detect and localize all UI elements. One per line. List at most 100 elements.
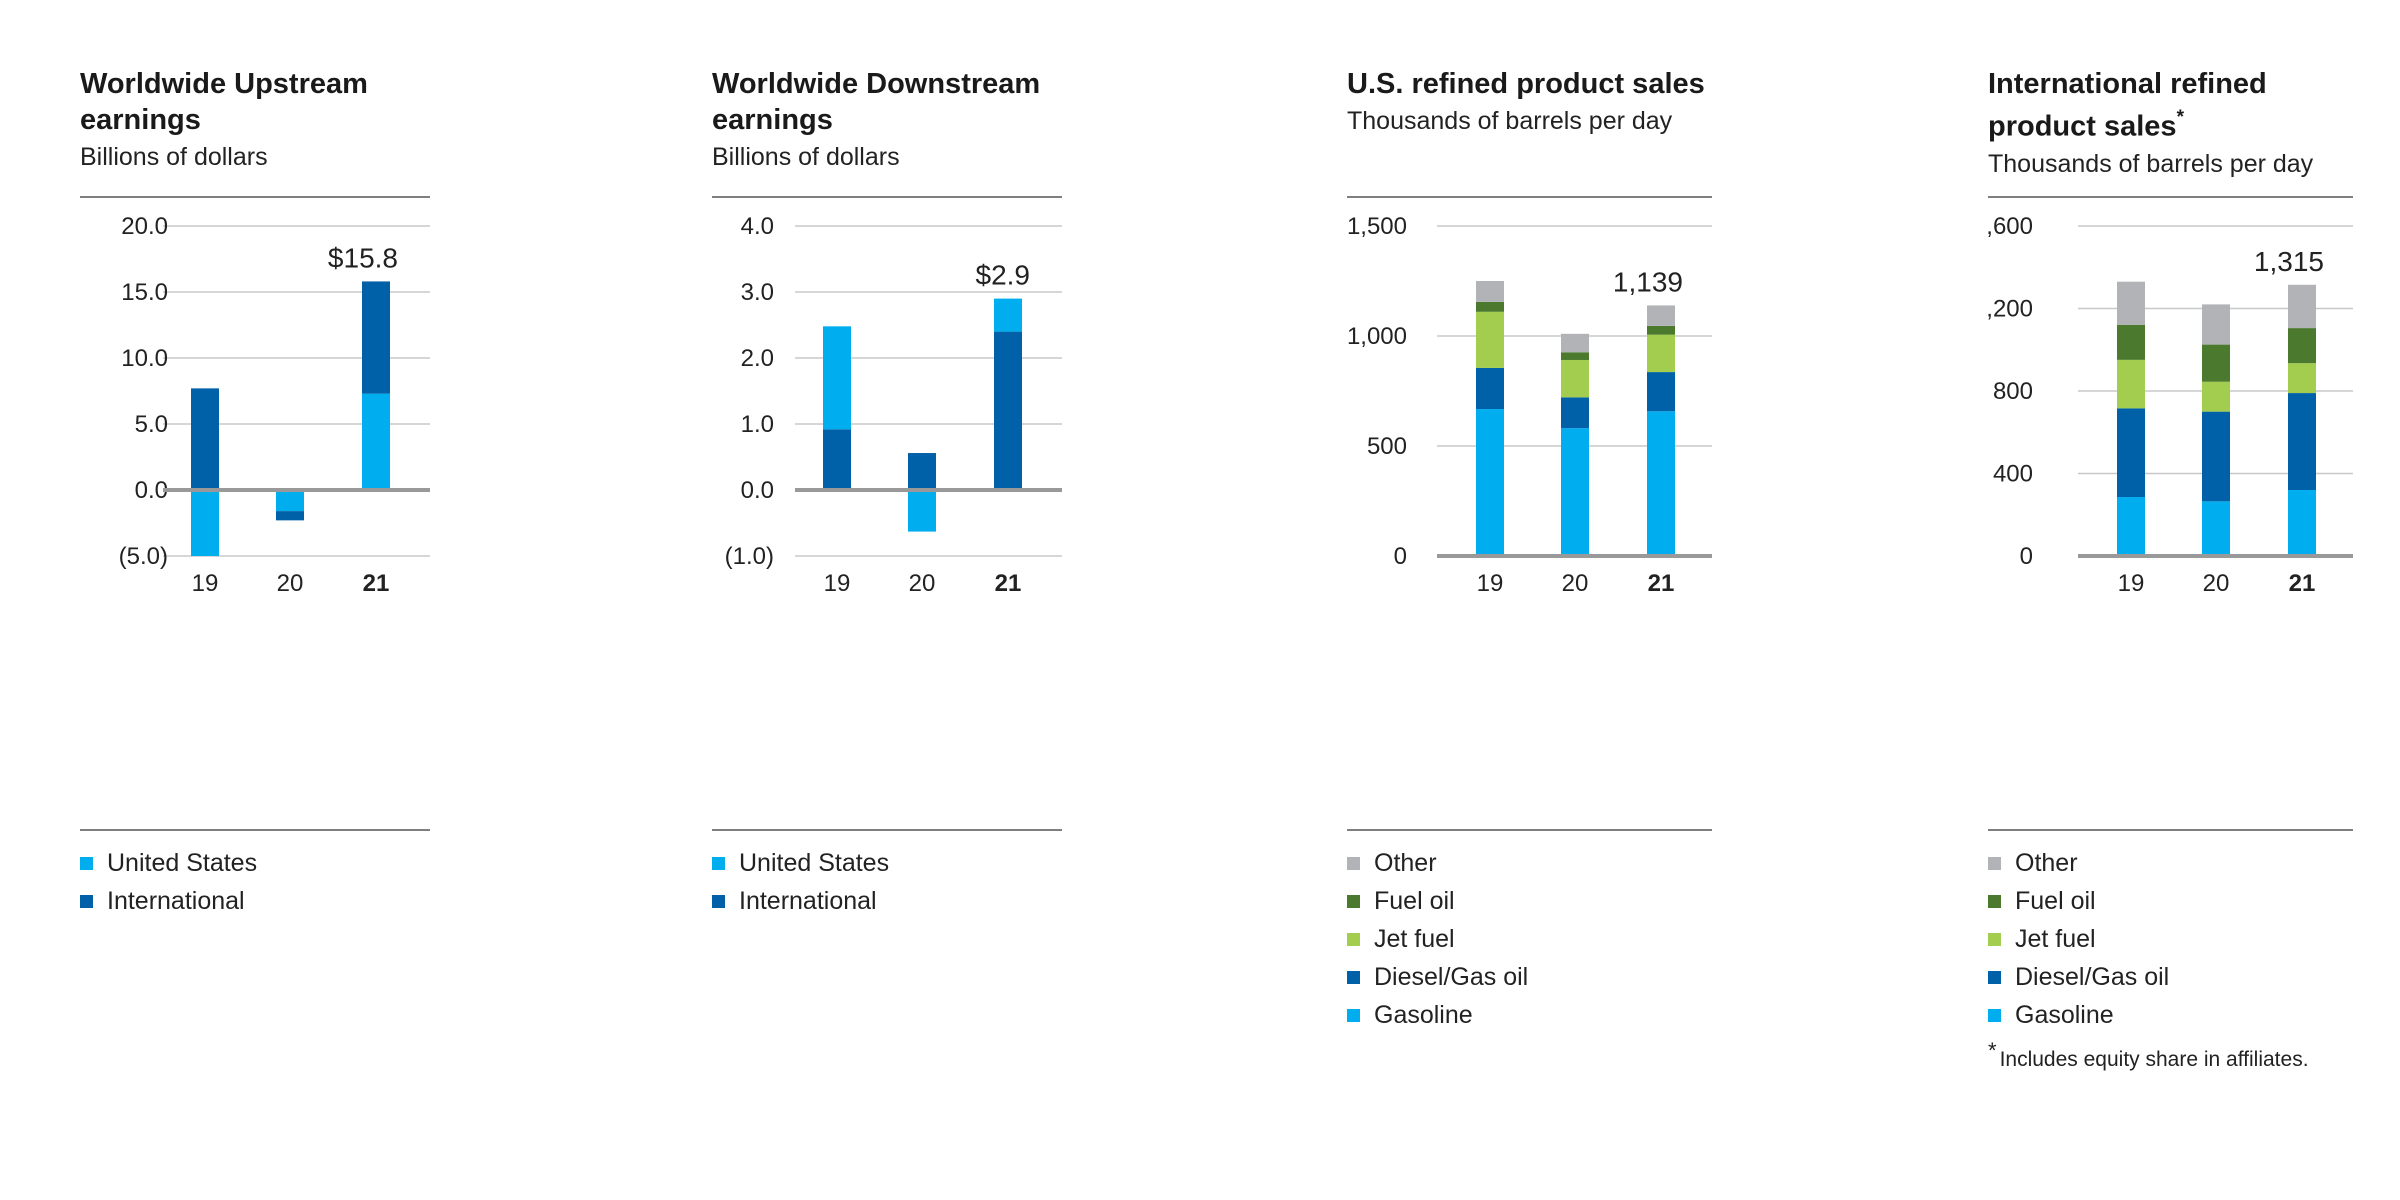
- y-tick-label: 10.0: [121, 345, 168, 372]
- bar-international-20: [908, 453, 936, 490]
- x-tick-label: 21: [1648, 570, 1675, 597]
- y-tick-label: 0.0: [135, 477, 168, 504]
- bar-international-21: [362, 281, 390, 394]
- total-annotation: 1,139: [1613, 266, 1683, 297]
- legend-label: Fuel oil: [2015, 886, 2096, 915]
- x-tick-label: 20: [1562, 570, 1589, 597]
- legend-swatch: [80, 894, 93, 908]
- legend-label: Jet fuel: [1374, 924, 1455, 953]
- chart-title-line1: Worldwide Downstream: [712, 68, 1041, 100]
- legend-item-united-states: United States: [712, 844, 889, 882]
- legend-swatch: [1988, 856, 2001, 870]
- us-refined-sales-panel: U.S. refined product sales Thousands of …: [1347, 66, 1807, 1116]
- legend-item-gasoline: Gasoline: [1347, 996, 1528, 1034]
- y-tick-label: 0: [1394, 543, 1407, 570]
- y-tick-label: 1,600: [1988, 213, 2033, 240]
- footnote: * Includes equity share in affiliates.: [1988, 1038, 2309, 1072]
- bar-gasoline-21: [1647, 411, 1675, 556]
- legend-swatch: [80, 856, 93, 870]
- bar-gasoline-20: [2202, 501, 2230, 556]
- bar-diesel-gas-oil-20: [1561, 397, 1589, 429]
- chart-title-line2: product sales: [1988, 110, 2177, 143]
- bar-fuel-oil-20: [2202, 344, 2230, 382]
- chart-subtitle: Billions of dollars: [712, 143, 900, 171]
- bar-fuel-oil-19: [1476, 301, 1504, 312]
- bar-united-states-19: [191, 490, 219, 556]
- y-tick-label: 1,000: [1347, 323, 1407, 350]
- legend-item-international: International: [712, 882, 889, 920]
- chart-title-line1: International refined: [1988, 68, 2267, 100]
- bar-united-states-19: [823, 326, 851, 430]
- downstream-earnings-chart: (1.0) 0.0 1.0 2.0 3.0 4.0 19 20 21 $2.9: [712, 196, 1062, 831]
- legend-item-jet-fuel: Jet fuel: [1988, 920, 2169, 958]
- legend-swatch: [1347, 1008, 1360, 1022]
- legend-swatch: [1347, 970, 1360, 984]
- bar-fuel-oil-21: [2288, 328, 2316, 364]
- chart-title: Worldwide Downstream earnings: [712, 66, 1172, 138]
- bar-gasoline-19: [2117, 497, 2145, 556]
- bar-jet-fuel-21: [1647, 334, 1675, 373]
- chart-subtitle: Billions of dollars: [80, 143, 268, 171]
- total-annotation: 1,315: [2254, 246, 2324, 277]
- intl-refined-sales-panel: International refined product sales* Tho…: [1988, 66, 2400, 1116]
- legend-label: Gasoline: [2015, 1000, 2114, 1029]
- y-tick-label: (5.0): [119, 543, 168, 570]
- bar-united-states-20: [908, 490, 936, 532]
- chart-subtitle: Thousands of barrels per day: [1347, 107, 1673, 135]
- x-tick-label: 20: [909, 570, 936, 597]
- x-tick-label: 20: [2203, 570, 2230, 597]
- bar-united-states-20: [276, 490, 304, 512]
- bar-international-19: [191, 388, 219, 490]
- bar-diesel-gas-oil-19: [2117, 408, 2145, 498]
- legend-item-fuel-oil: Fuel oil: [1988, 882, 2169, 920]
- legend-label: Fuel oil: [1374, 886, 1455, 915]
- total-annotation: $2.9: [976, 260, 1031, 291]
- legend-swatch: [1988, 970, 2001, 984]
- legend-swatch: [1347, 856, 1360, 870]
- x-tick-label: 20: [277, 570, 304, 597]
- legend-swatch: [1988, 894, 2001, 908]
- y-tick-label: 1.0: [741, 411, 774, 438]
- bar-jet-fuel-19: [2117, 359, 2145, 409]
- x-tick-label: 21: [363, 570, 390, 597]
- x-tick-label: 21: [995, 570, 1022, 597]
- bar-jet-fuel-20: [2202, 381, 2230, 412]
- bar-fuel-oil-19: [2117, 324, 2145, 360]
- y-tick-label: 20.0: [121, 213, 168, 240]
- bar-other-20: [1561, 333, 1589, 353]
- chart-title-line2: earnings: [712, 104, 833, 136]
- bar-international-20: [276, 511, 304, 521]
- bar-gasoline-19: [1476, 409, 1504, 556]
- legend-item-gasoline: Gasoline: [1988, 996, 2169, 1034]
- x-tick-label: 21: [2289, 570, 2316, 597]
- y-tick-label: (1.0): [725, 543, 774, 570]
- legend-label: Other: [2015, 848, 2078, 877]
- bar-diesel-gas-oil-21: [2288, 393, 2316, 490]
- chart-title: International refined product sales*: [1988, 66, 2400, 145]
- legend-item-fuel-oil: Fuel oil: [1347, 882, 1528, 920]
- legend-item-other: Other: [1988, 844, 2169, 882]
- bar-diesel-gas-oil-21: [1647, 372, 1675, 412]
- legend-item-other: Other: [1347, 844, 1528, 882]
- legend-label: United States: [739, 848, 890, 877]
- x-tick-label: 19: [2118, 570, 2145, 597]
- intl-refined-sales-chart: 0 400 800 1,200 1,600 19 20 21 1,315: [1988, 196, 2353, 831]
- legend-label: Other: [1374, 848, 1437, 877]
- bar-united-states-21: [362, 393, 390, 490]
- chart-title-line1: Worldwide Upstream: [80, 68, 368, 100]
- y-tick-label: 0.0: [741, 477, 774, 504]
- bar-jet-fuel-20: [1561, 359, 1589, 398]
- chart-title-line2: earnings: [80, 104, 201, 136]
- y-tick-label: 0: [2020, 543, 2033, 570]
- bar-diesel-gas-oil-19: [1476, 367, 1504, 410]
- legend-item-diesel-gas-oil: Diesel/Gas oil: [1347, 958, 1528, 996]
- y-tick-label: 5.0: [135, 411, 168, 438]
- bar-fuel-oil-20: [1561, 352, 1589, 360]
- bar-international-21: [994, 331, 1022, 490]
- y-tick-label: 3.0: [741, 279, 774, 306]
- legend-label: Diesel/Gas oil: [1374, 962, 1529, 991]
- y-tick-label: 500: [1367, 433, 1407, 460]
- legend-item-diesel-gas-oil: Diesel/Gas oil: [1988, 958, 2169, 996]
- legend-swatch: [1347, 894, 1360, 908]
- bar-other-21: [2288, 284, 2316, 329]
